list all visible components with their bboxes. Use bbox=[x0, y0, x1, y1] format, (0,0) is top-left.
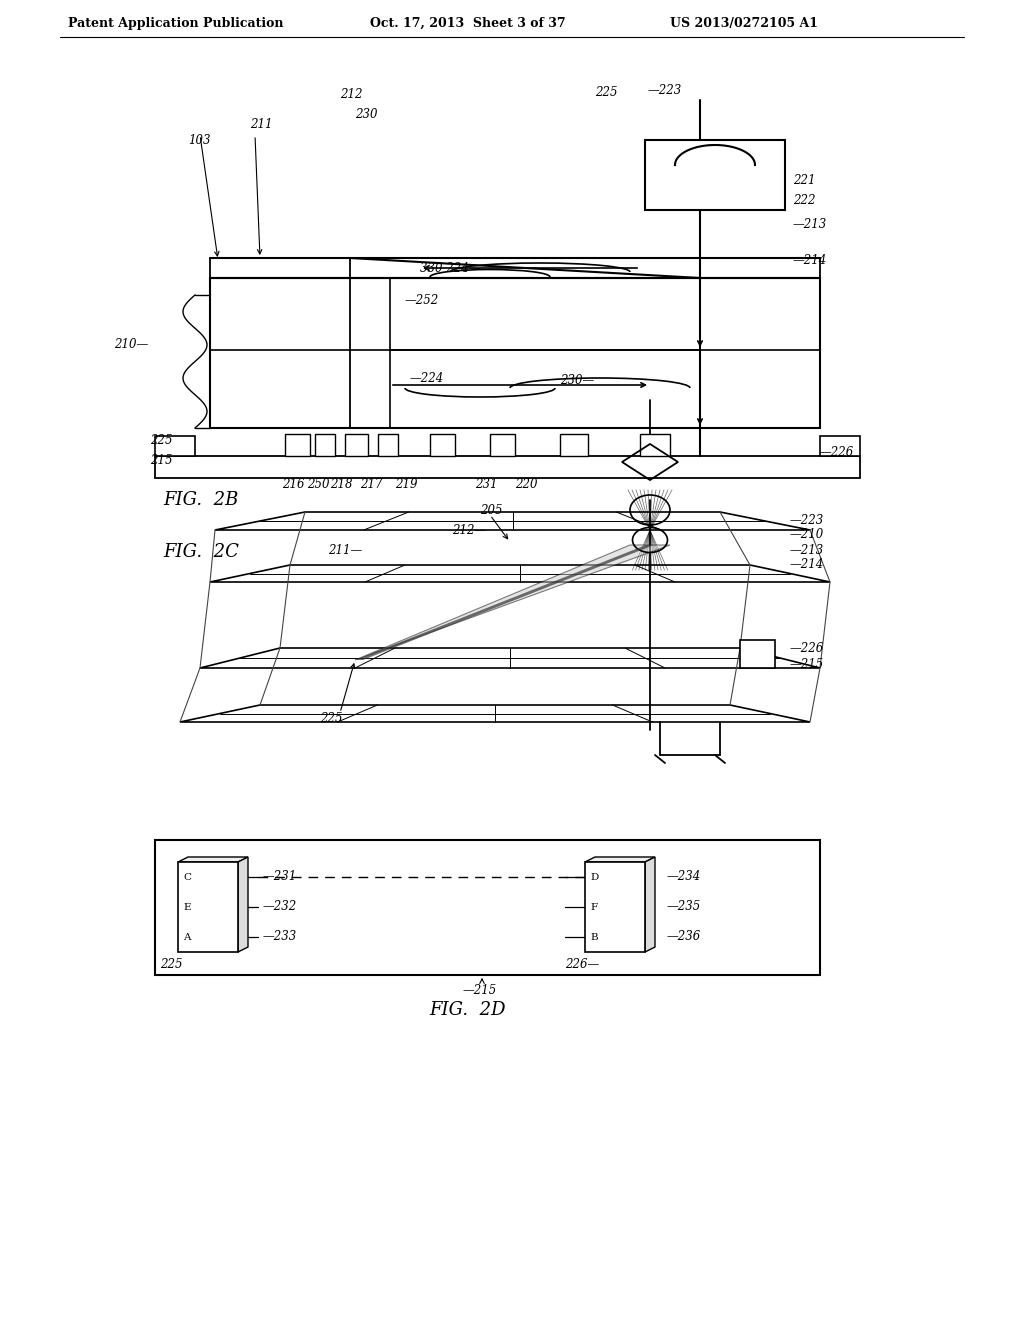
Text: E: E bbox=[183, 903, 190, 912]
Text: 231: 231 bbox=[475, 478, 498, 491]
Text: —234: —234 bbox=[667, 870, 701, 883]
Text: 225: 225 bbox=[319, 711, 342, 725]
Text: 220: 220 bbox=[515, 478, 538, 491]
Bar bbox=[155, 455, 860, 478]
Bar bbox=[155, 436, 195, 455]
Polygon shape bbox=[180, 705, 810, 722]
Text: —215: —215 bbox=[790, 659, 824, 672]
Text: —214: —214 bbox=[790, 558, 824, 572]
Text: US 2013/0272105 A1: US 2013/0272105 A1 bbox=[670, 16, 818, 29]
Text: Oct. 17, 2013  Sheet 3 of 37: Oct. 17, 2013 Sheet 3 of 37 bbox=[370, 16, 565, 29]
Bar bbox=[315, 434, 335, 455]
Text: 103: 103 bbox=[188, 133, 211, 147]
Polygon shape bbox=[645, 857, 655, 952]
Polygon shape bbox=[355, 545, 670, 660]
Text: 217: 217 bbox=[360, 478, 383, 491]
Text: —235: —235 bbox=[667, 900, 701, 913]
Text: —252: —252 bbox=[406, 293, 439, 306]
Bar bbox=[285, 434, 310, 455]
Polygon shape bbox=[215, 512, 810, 531]
Bar bbox=[560, 434, 588, 455]
Text: 221: 221 bbox=[793, 173, 815, 186]
Polygon shape bbox=[178, 862, 238, 952]
Text: 226—: 226— bbox=[565, 958, 599, 972]
Text: A: A bbox=[183, 932, 190, 941]
Text: —213: —213 bbox=[790, 544, 824, 557]
Polygon shape bbox=[200, 648, 820, 668]
Text: —226: —226 bbox=[790, 642, 824, 655]
Text: 230: 230 bbox=[355, 108, 378, 121]
Text: 216: 216 bbox=[282, 478, 304, 491]
Bar bbox=[378, 434, 398, 455]
Text: 205: 205 bbox=[480, 503, 503, 516]
Text: Patent Application Publication: Patent Application Publication bbox=[68, 16, 284, 29]
Text: 210—: 210— bbox=[114, 338, 148, 351]
Polygon shape bbox=[355, 545, 654, 660]
Text: —233: —233 bbox=[263, 931, 297, 944]
Bar bbox=[645, 140, 785, 210]
Text: 330 224—: 330 224— bbox=[420, 261, 480, 275]
Text: 250: 250 bbox=[307, 478, 330, 491]
Bar bbox=[820, 436, 860, 455]
Text: 212—: 212— bbox=[452, 524, 486, 536]
Bar bbox=[430, 434, 455, 455]
Polygon shape bbox=[210, 565, 830, 582]
Text: 211: 211 bbox=[250, 119, 272, 132]
Polygon shape bbox=[585, 857, 655, 862]
Polygon shape bbox=[585, 862, 645, 952]
Bar bbox=[155, 840, 820, 975]
Text: 215: 215 bbox=[150, 454, 172, 466]
Text: B: B bbox=[590, 932, 598, 941]
Text: —236: —236 bbox=[667, 931, 701, 944]
Bar bbox=[640, 434, 670, 455]
Text: D: D bbox=[590, 873, 598, 882]
Text: C: C bbox=[183, 873, 191, 882]
Text: 225: 225 bbox=[595, 86, 617, 99]
Text: —210: —210 bbox=[790, 528, 824, 541]
Polygon shape bbox=[238, 857, 248, 952]
Text: FIG.  2C: FIG. 2C bbox=[163, 543, 239, 561]
Text: 212: 212 bbox=[340, 88, 362, 102]
Text: 222: 222 bbox=[793, 194, 815, 206]
Text: —232: —232 bbox=[263, 900, 297, 913]
Text: —224: —224 bbox=[410, 371, 444, 384]
Text: —215: —215 bbox=[463, 983, 497, 997]
Bar bbox=[490, 434, 515, 455]
Text: FIG.  2B: FIG. 2B bbox=[163, 491, 239, 510]
Text: 211—: 211— bbox=[328, 544, 362, 557]
Bar bbox=[210, 279, 820, 428]
Polygon shape bbox=[178, 857, 248, 862]
Text: F: F bbox=[590, 903, 597, 912]
Bar bbox=[345, 434, 368, 455]
Text: FIG.  2D: FIG. 2D bbox=[430, 1001, 506, 1019]
Text: —213: —213 bbox=[793, 219, 827, 231]
Text: 218: 218 bbox=[330, 478, 352, 491]
Text: 225: 225 bbox=[160, 958, 182, 972]
Text: —214: —214 bbox=[793, 253, 827, 267]
Bar bbox=[740, 640, 775, 668]
Text: —231: —231 bbox=[263, 870, 297, 883]
Text: 225: 225 bbox=[150, 433, 172, 446]
Text: 219: 219 bbox=[395, 478, 418, 491]
Text: —223: —223 bbox=[790, 513, 824, 527]
Text: 230—: 230— bbox=[560, 374, 594, 387]
Text: —223: —223 bbox=[648, 83, 682, 96]
Text: —226: —226 bbox=[820, 446, 854, 458]
